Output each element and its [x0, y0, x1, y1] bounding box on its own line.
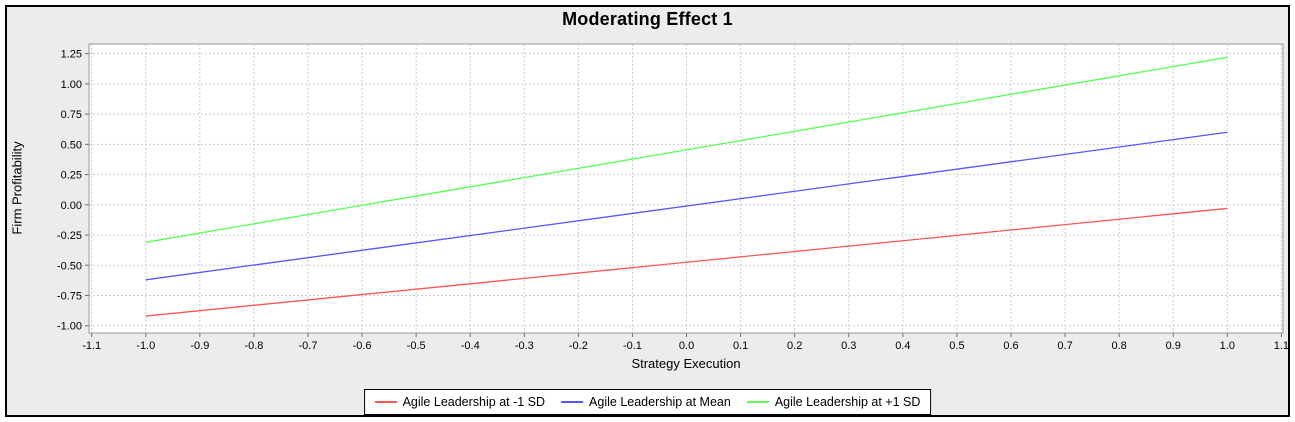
y-tick-label: 1.00: [61, 79, 82, 91]
x-tick-label: -1.1: [82, 340, 101, 352]
x-tick-label: 1.1: [1274, 340, 1289, 352]
y-tick-label: 1.25: [61, 49, 82, 61]
legend-swatch-red-line: [374, 401, 397, 403]
y-tick-label: -0.75: [57, 291, 82, 303]
legend-item-minus-1sd: Agile Leadership at -1 SD: [374, 395, 546, 409]
legend-item-mean: Agile Leadership at Mean: [561, 395, 731, 409]
x-tick-label: 0.7: [1057, 340, 1072, 352]
x-tick-label: 0.1: [733, 340, 748, 352]
series-line-0: [145, 207, 1228, 317]
y-tick-label: 0.75: [61, 109, 82, 121]
x-tick-label: -1.0: [136, 340, 155, 352]
series-line-2: [145, 56, 1228, 243]
x-tick-label: 0.9: [1166, 340, 1181, 352]
x-tick-label: 0.2: [787, 340, 802, 352]
x-tick-label: 0.4: [895, 340, 910, 352]
x-tick-label: -0.1: [623, 340, 642, 352]
x-tick-label: -0.8: [244, 340, 263, 352]
x-tick-label: 0.3: [841, 340, 856, 352]
legend-swatch-blue-line: [561, 401, 584, 403]
legend-swatch-green-line: [746, 401, 769, 403]
legend-label: Agile Leadership at -1 SD: [402, 395, 546, 409]
y-tick-label: -0.50: [57, 260, 82, 272]
x-tick-label: -0.9: [190, 340, 209, 352]
y-axis-title: Firm Profitability: [9, 141, 25, 235]
x-tick-label: 0.8: [1112, 340, 1127, 352]
x-axis-title: Strategy Execution: [631, 356, 741, 371]
x-tick-label: -0.6: [353, 340, 372, 352]
x-tick-label: 0.6: [1003, 340, 1018, 352]
x-tick-label: -0.2: [569, 340, 588, 352]
legend-label: Agile Leadership at +1 SD: [774, 395, 921, 409]
y-tick-label: -0.25: [57, 230, 82, 242]
x-tick-label: 1.0: [1220, 340, 1235, 352]
legend-item-plus-1sd: Agile Leadership at +1 SD: [746, 395, 921, 409]
x-tick-label: -0.7: [299, 340, 318, 352]
x-tick-label: -0.4: [461, 340, 480, 352]
plot-area: [89, 44, 1283, 333]
legend: Agile Leadership at -1 SD Agile Leadersh…: [363, 389, 932, 415]
y-tick-label: 0.00: [61, 200, 82, 212]
series-line-1: [145, 131, 1228, 281]
y-tick-label: 0.50: [61, 139, 82, 151]
chart-title: Moderating Effect 1: [562, 9, 733, 29]
x-tick-label: 0.5: [949, 340, 964, 352]
y-tick-label: -1.00: [57, 321, 82, 333]
x-tick-label: -0.5: [407, 340, 426, 352]
legend-label: Agile Leadership at Mean: [589, 395, 731, 409]
plot-border: [88, 43, 1284, 334]
y-tick-label: 0.25: [61, 170, 82, 182]
x-tick-label: 0.0: [679, 340, 694, 352]
x-tick-label: -0.3: [515, 340, 534, 352]
